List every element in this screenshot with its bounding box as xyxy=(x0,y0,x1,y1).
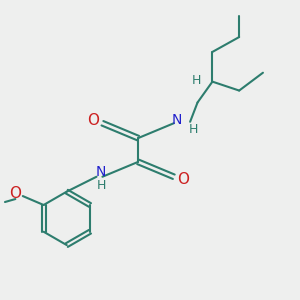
Text: N: N xyxy=(172,113,182,127)
Text: H: H xyxy=(188,123,198,136)
Text: O: O xyxy=(9,186,21,201)
Text: H: H xyxy=(96,179,106,192)
Text: O: O xyxy=(177,172,189,187)
Text: O: O xyxy=(88,113,100,128)
Text: H: H xyxy=(191,74,201,87)
Text: N: N xyxy=(96,165,106,179)
